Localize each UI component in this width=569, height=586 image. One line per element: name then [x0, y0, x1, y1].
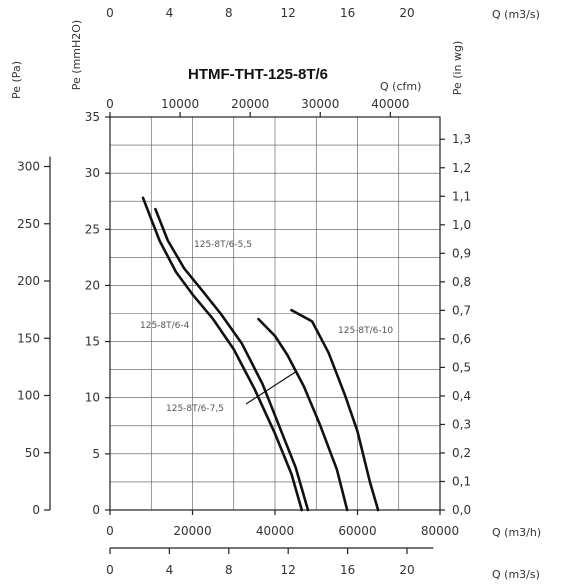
y-tick-label-mmh2o: 35 — [85, 110, 100, 124]
y-tick-label-mmh2o: 25 — [85, 222, 100, 236]
x-tick-label-m3h: 80000 — [421, 524, 459, 538]
y-tick-label-inwg: 1,0 — [452, 218, 471, 232]
y-tick-label-inwg: 0,7 — [452, 303, 471, 317]
x-tick-label-cfm: 30000 — [301, 97, 339, 111]
x-label-m3s-bottom: Q (m3/s) — [492, 568, 540, 581]
x-tick-label-m3s-bottom: 12 — [281, 563, 296, 577]
axes: 051015202530350501001502002503000,00,10,… — [10, 6, 541, 581]
y-tick-label-mmh2o: 20 — [85, 278, 100, 292]
x-tick-label-cfm: 40000 — [371, 97, 409, 111]
chart-title: HTMF-THT-125-8T/6 — [188, 66, 328, 83]
y-tick-label-pa: 250 — [17, 217, 40, 231]
y-tick-label-pa: 300 — [17, 160, 40, 174]
y-label-mmh2o: Pe (mmH2O) — [70, 20, 83, 90]
x-tick-label-m3s-top: 4 — [166, 6, 174, 20]
x-label-m3h: Q (m3/h) — [492, 526, 541, 539]
x-tick-label-m3h: 20000 — [173, 524, 211, 538]
curve-series — [154, 207, 310, 512]
x-label-m3s-top: Q (m3/s) — [492, 8, 540, 21]
y-tick-label-inwg: 1,3 — [452, 132, 471, 146]
y-tick-label-mmh2o: 30 — [85, 166, 100, 180]
x-tick-label-m3s-bottom: 8 — [225, 563, 233, 577]
curves — [141, 196, 380, 512]
y-tick-label-pa: 100 — [17, 389, 40, 403]
x-tick-label-m3h: 40000 — [256, 524, 294, 538]
y-label-inwg: Pe (in wg) — [451, 41, 464, 96]
y-tick-label-pa: 150 — [17, 331, 40, 345]
grid — [110, 117, 440, 510]
y-tick-label-inwg: 0,4 — [452, 389, 471, 403]
x-tick-label-cfm: 10000 — [161, 97, 199, 111]
y-tick-label-inwg: 0,8 — [452, 275, 471, 289]
y-tick-label-mmh2o: 10 — [85, 391, 100, 405]
x-tick-label-cfm: 0 — [106, 97, 114, 111]
curve-label: 125-8T/6-5,5 — [194, 240, 252, 250]
x-tick-label-m3s-bottom: 20 — [399, 563, 414, 577]
curve-label: 125-8T/6-10 — [338, 326, 393, 336]
labels: 125-8T/6-4 125-8T/6-5,5 125-8T/6-7,5 125-8T… — [140, 240, 393, 414]
y-tick-label-pa: 50 — [25, 446, 40, 460]
x-tick-label-m3h: 0 — [106, 524, 114, 538]
y-tick-label-inwg: 0,9 — [452, 246, 471, 260]
y-tick-label-mmh2o: 0 — [92, 503, 100, 517]
x-label-cfm: Q (cfm) — [380, 80, 421, 93]
x-tick-label-m3s-bottom: 16 — [340, 563, 355, 577]
leader-line — [245, 371, 296, 405]
curve-series — [290, 308, 380, 512]
y-tick-label-pa: 200 — [17, 274, 40, 288]
y-tick-label-inwg: 0,2 — [452, 446, 471, 460]
x-tick-label-m3s-top: 0 — [106, 6, 114, 20]
y-tick-label-inwg: 0,5 — [452, 360, 471, 374]
x-tick-label-m3s-bottom: 0 — [106, 563, 114, 577]
y-tick-label-inwg: 0,3 — [452, 417, 471, 431]
y-tick-label-inwg: 1,2 — [452, 161, 471, 175]
x-tick-label-m3h: 60000 — [338, 524, 376, 538]
y-tick-label-inwg: 1,1 — [452, 189, 471, 203]
x-tick-label-m3s-top: 12 — [281, 6, 296, 20]
y-tick-label-mmh2o: 5 — [92, 447, 100, 461]
x-tick-label-m3s-top: 16 — [340, 6, 355, 20]
x-tick-label-cfm: 20000 — [231, 97, 269, 111]
x-tick-label-m3s-bottom: 4 — [166, 563, 174, 577]
y-tick-label-mmh2o: 15 — [85, 335, 100, 349]
x-tick-label-m3s-top: 8 — [225, 6, 233, 20]
curve-label: 125-8T/6-7,5 — [166, 404, 224, 414]
y-tick-label-inwg: 0,6 — [452, 332, 471, 346]
curve-label: 125-8T/6-4 — [140, 321, 190, 331]
curve-series — [141, 196, 304, 512]
x-tick-label-m3s-top: 20 — [399, 6, 414, 20]
y-tick-label-pa: 0 — [32, 503, 40, 517]
curve-series — [257, 317, 349, 512]
y-tick-label-inwg: 0,1 — [452, 474, 471, 488]
y-label-pa: Pe (Pa) — [10, 61, 23, 99]
y-tick-label-inwg: 0,0 — [452, 503, 471, 517]
